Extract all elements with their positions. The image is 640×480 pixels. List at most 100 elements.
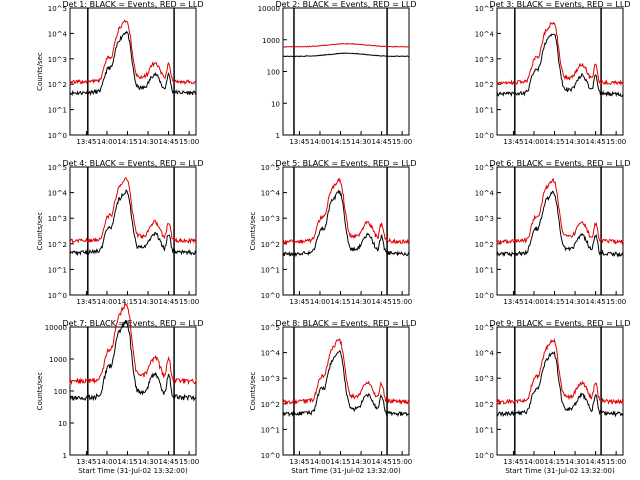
- det-4-ylabel: Counts/sec: [36, 212, 44, 251]
- det-5-ytick-label-0: 10^0: [261, 292, 280, 300]
- det-1-ytick-label-4: 10^4: [48, 30, 68, 38]
- det-2-ytick-label-4: 10000: [258, 5, 280, 13]
- det-9-ytick-label-3: 10^3: [475, 375, 494, 383]
- det-2-ytick-label-0: 1: [276, 132, 280, 140]
- det-5-xtick-label-1: 14:00: [310, 298, 330, 306]
- det-3-series-lld: [496, 21, 624, 87]
- det-1-series-events: [69, 30, 197, 97]
- det-2-ytick-label-1: 10: [271, 100, 280, 108]
- det-5-xtick-label-0: 13:45: [289, 298, 309, 306]
- det-5-ytick-label-4: 10^4: [261, 190, 281, 198]
- det-7-ytick-label-1: 10: [58, 420, 67, 428]
- det-7-series-lld: [69, 302, 197, 386]
- det-5-ytick-label-5: 10^5: [261, 164, 280, 172]
- det-5-ylabel: Counts/sec: [249, 212, 257, 251]
- det-8-xtick-label-4: 14:45: [372, 458, 392, 466]
- det-1-xtick-label-3: 14:30: [138, 138, 158, 146]
- det-6-xtick-label-3: 14:30: [565, 298, 585, 306]
- det-3-title: Det 3: BLACK = Events, RED = LLD: [490, 0, 631, 9]
- det-4-ytick-label-3: 10^3: [48, 215, 67, 223]
- det-1-ytick-label-3: 10^3: [48, 56, 67, 64]
- det-7-xtick-label-2: 14:15: [117, 458, 137, 466]
- det-2-series-lld: [282, 42, 410, 48]
- det-9-xtick-label-0: 13:45: [503, 458, 523, 466]
- det-4-series-lld: [69, 177, 197, 245]
- det-4-frame: [69, 166, 197, 296]
- det-7-xtick-label-1: 14:00: [97, 458, 117, 466]
- det-4-xtick-label-1: 14:00: [97, 298, 117, 306]
- det-3-xtick-label-3: 14:30: [565, 138, 585, 146]
- det-7-xtick-label-0: 13:45: [76, 458, 96, 466]
- det-1-xtick-label-5: 15:00: [179, 138, 199, 146]
- det-4-ytick-label-2: 10^2: [48, 241, 67, 249]
- det-8-series-lld: [282, 338, 410, 406]
- det-7-xtick-label-5: 15:00: [179, 458, 199, 466]
- det-8-ytick-label-0: 10^0: [261, 452, 280, 460]
- det-1-ytick-label-2: 10^2: [48, 81, 67, 89]
- det-5-ytick-label-3: 10^3: [261, 215, 280, 223]
- det-6-ytick-label-0: 10^0: [475, 292, 494, 300]
- det-8-ytick-label-2: 10^2: [261, 401, 280, 409]
- det-6-xtick-label-1: 14:00: [524, 298, 544, 306]
- det-5-ytick-label-2: 10^2: [261, 241, 280, 249]
- det-8-ylabel: Counts/sec: [249, 372, 257, 411]
- det-5-xtick-label-2: 14:15: [330, 298, 350, 306]
- det-4-ytick-label-4: 10^4: [48, 190, 68, 198]
- det-6-ytick-label-2: 10^2: [475, 241, 494, 249]
- det-2-frame: [282, 7, 410, 136]
- det-8-series-events: [282, 349, 410, 418]
- det-5-frame: [282, 166, 410, 296]
- det-1-xtick-label-0: 13:45: [76, 138, 96, 146]
- det-5-series-lld: [282, 177, 410, 246]
- det-3-ytick-label-1: 10^1: [475, 107, 494, 115]
- det-4-xtick-label-3: 14:30: [138, 298, 158, 306]
- det-2-series-events: [282, 52, 410, 58]
- det-7-xtick-label-3: 14:30: [138, 458, 158, 466]
- det-2-ytick-label-3: 1000: [262, 37, 280, 45]
- det-5-series-events: [282, 189, 410, 258]
- det-8-xtick-label-3: 14:30: [351, 458, 371, 466]
- det-4-title: Det 4: BLACK = Events, RED = LLD: [63, 159, 204, 168]
- det-2-xtick-label-5: 15:00: [392, 138, 412, 146]
- det-8-ytick-label-3: 10^3: [261, 375, 280, 383]
- det-6-ytick-label-4: 10^4: [475, 190, 495, 198]
- det-8-xtick-label-0: 13:45: [289, 458, 309, 466]
- det-9-ytick-label-4: 10^4: [475, 350, 495, 358]
- det-8-xtick-label-2: 14:15: [330, 458, 350, 466]
- det-1-series-lld: [69, 19, 197, 86]
- det-1-xtick-label-4: 14:45: [159, 138, 179, 146]
- det-9-xtick-label-2: 14:15: [544, 458, 564, 466]
- det-7-ytick-label-4: 10000: [45, 324, 67, 332]
- det-3-xtick-label-4: 14:45: [586, 138, 606, 146]
- det-4-xtick-label-0: 13:45: [76, 298, 96, 306]
- det-5-xtick-label-5: 15:00: [392, 298, 412, 306]
- det-9-ytick-label-1: 10^1: [475, 426, 494, 434]
- det-5-ytick-label-1: 10^1: [261, 266, 280, 274]
- det-4-series-events: [69, 189, 197, 257]
- det-9-xtick-label-5: 15:00: [606, 458, 626, 466]
- det-9-xtick-label-4: 14:45: [586, 458, 606, 466]
- det-8-ytick-label-1: 10^1: [261, 426, 280, 434]
- det-2-xtick-label-0: 13:45: [289, 138, 309, 146]
- det-7-ytick-label-2: 100: [54, 388, 67, 396]
- det-2-xtick-label-1: 14:00: [310, 138, 330, 146]
- det-5-xtick-label-3: 14:30: [351, 298, 371, 306]
- det-9-series-lld: [496, 337, 624, 405]
- det-1-frame: [69, 7, 197, 136]
- det-9-xlabel: Start Time (31-Jul-02 13:32:00): [505, 467, 615, 475]
- det-3-xtick-label-1: 14:00: [524, 138, 544, 146]
- det-7-ylabel: Counts/sec: [36, 372, 44, 411]
- det-1-xtick-label-1: 14:00: [97, 138, 117, 146]
- det-7-xtick-label-4: 14:45: [159, 458, 179, 466]
- det-4-xtick-label-4: 14:45: [159, 298, 179, 306]
- det-9-xtick-label-1: 14:00: [524, 458, 544, 466]
- det-9-series-events: [496, 351, 624, 418]
- det-9-ytick-label-0: 10^0: [475, 452, 494, 460]
- det-9-ytick-label-5: 10^5: [475, 324, 494, 332]
- det-9-frame: [496, 326, 624, 456]
- det-3-ytick-label-4: 10^4: [475, 30, 495, 38]
- det-3-series-events: [496, 33, 624, 98]
- det-6-frame: [496, 166, 624, 296]
- det-1-ytick-label-1: 10^1: [48, 107, 67, 115]
- det-3-ytick-label-3: 10^3: [475, 56, 494, 64]
